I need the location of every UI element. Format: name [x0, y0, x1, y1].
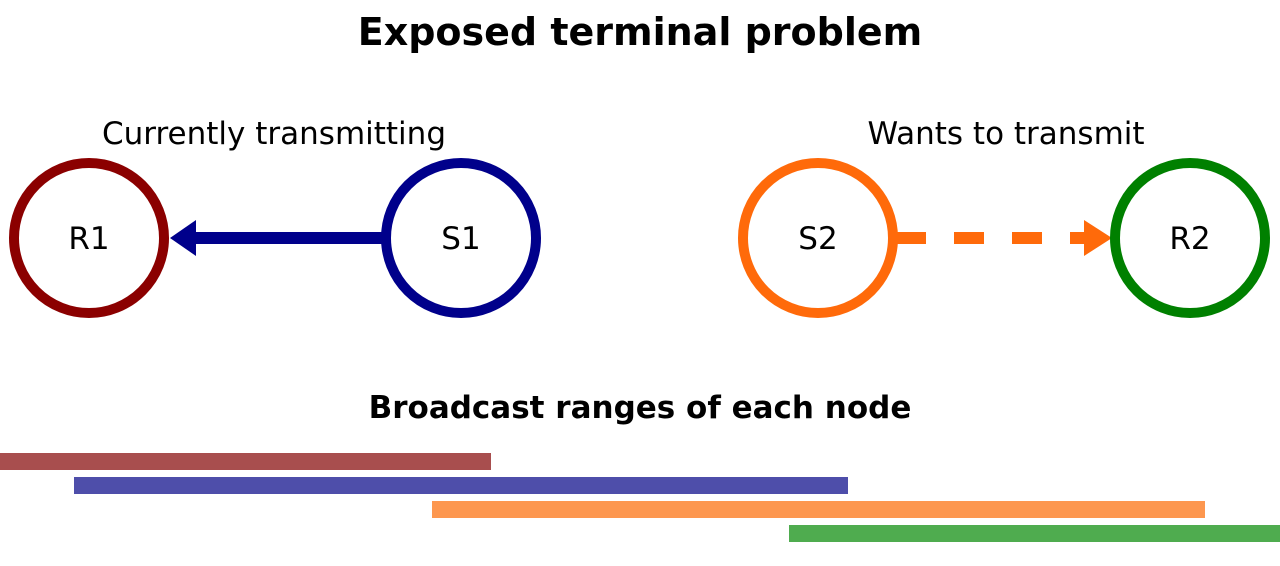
broadcast-ranges [0, 453, 1280, 542]
node-r2: R2 [1110, 158, 1270, 318]
range-bar-s2 [432, 501, 1205, 518]
node-s2-circle [738, 158, 898, 318]
range-bar-r2 [789, 525, 1280, 542]
node-s1-label: S1 [441, 221, 480, 257]
node-r1-label: R1 [68, 221, 109, 257]
right-group-label: Wants to transmit [867, 116, 1144, 152]
node-r2-circle [1110, 158, 1270, 318]
range-bar-r1 [0, 453, 491, 470]
range-bar-s1 [74, 477, 848, 494]
node-s1-circle [381, 158, 541, 318]
node-s2: S2 [738, 158, 898, 318]
node-r1: R1 [9, 158, 169, 318]
ranges-heading: Broadcast ranges of each node [369, 390, 912, 426]
left-group-label: Currently transmitting [102, 116, 446, 152]
node-s2-label: S2 [798, 221, 837, 257]
arrowhead-r2 [1084, 220, 1112, 256]
arrowhead-r1 [170, 220, 196, 256]
diagram-title: Exposed terminal problem [358, 10, 923, 54]
node-s1: S1 [381, 158, 541, 318]
node-r2-label: R2 [1169, 221, 1210, 257]
link-s1-to-r1 [170, 220, 386, 256]
link-s2-to-r2 [896, 220, 1112, 256]
node-r1-circle [9, 158, 169, 318]
